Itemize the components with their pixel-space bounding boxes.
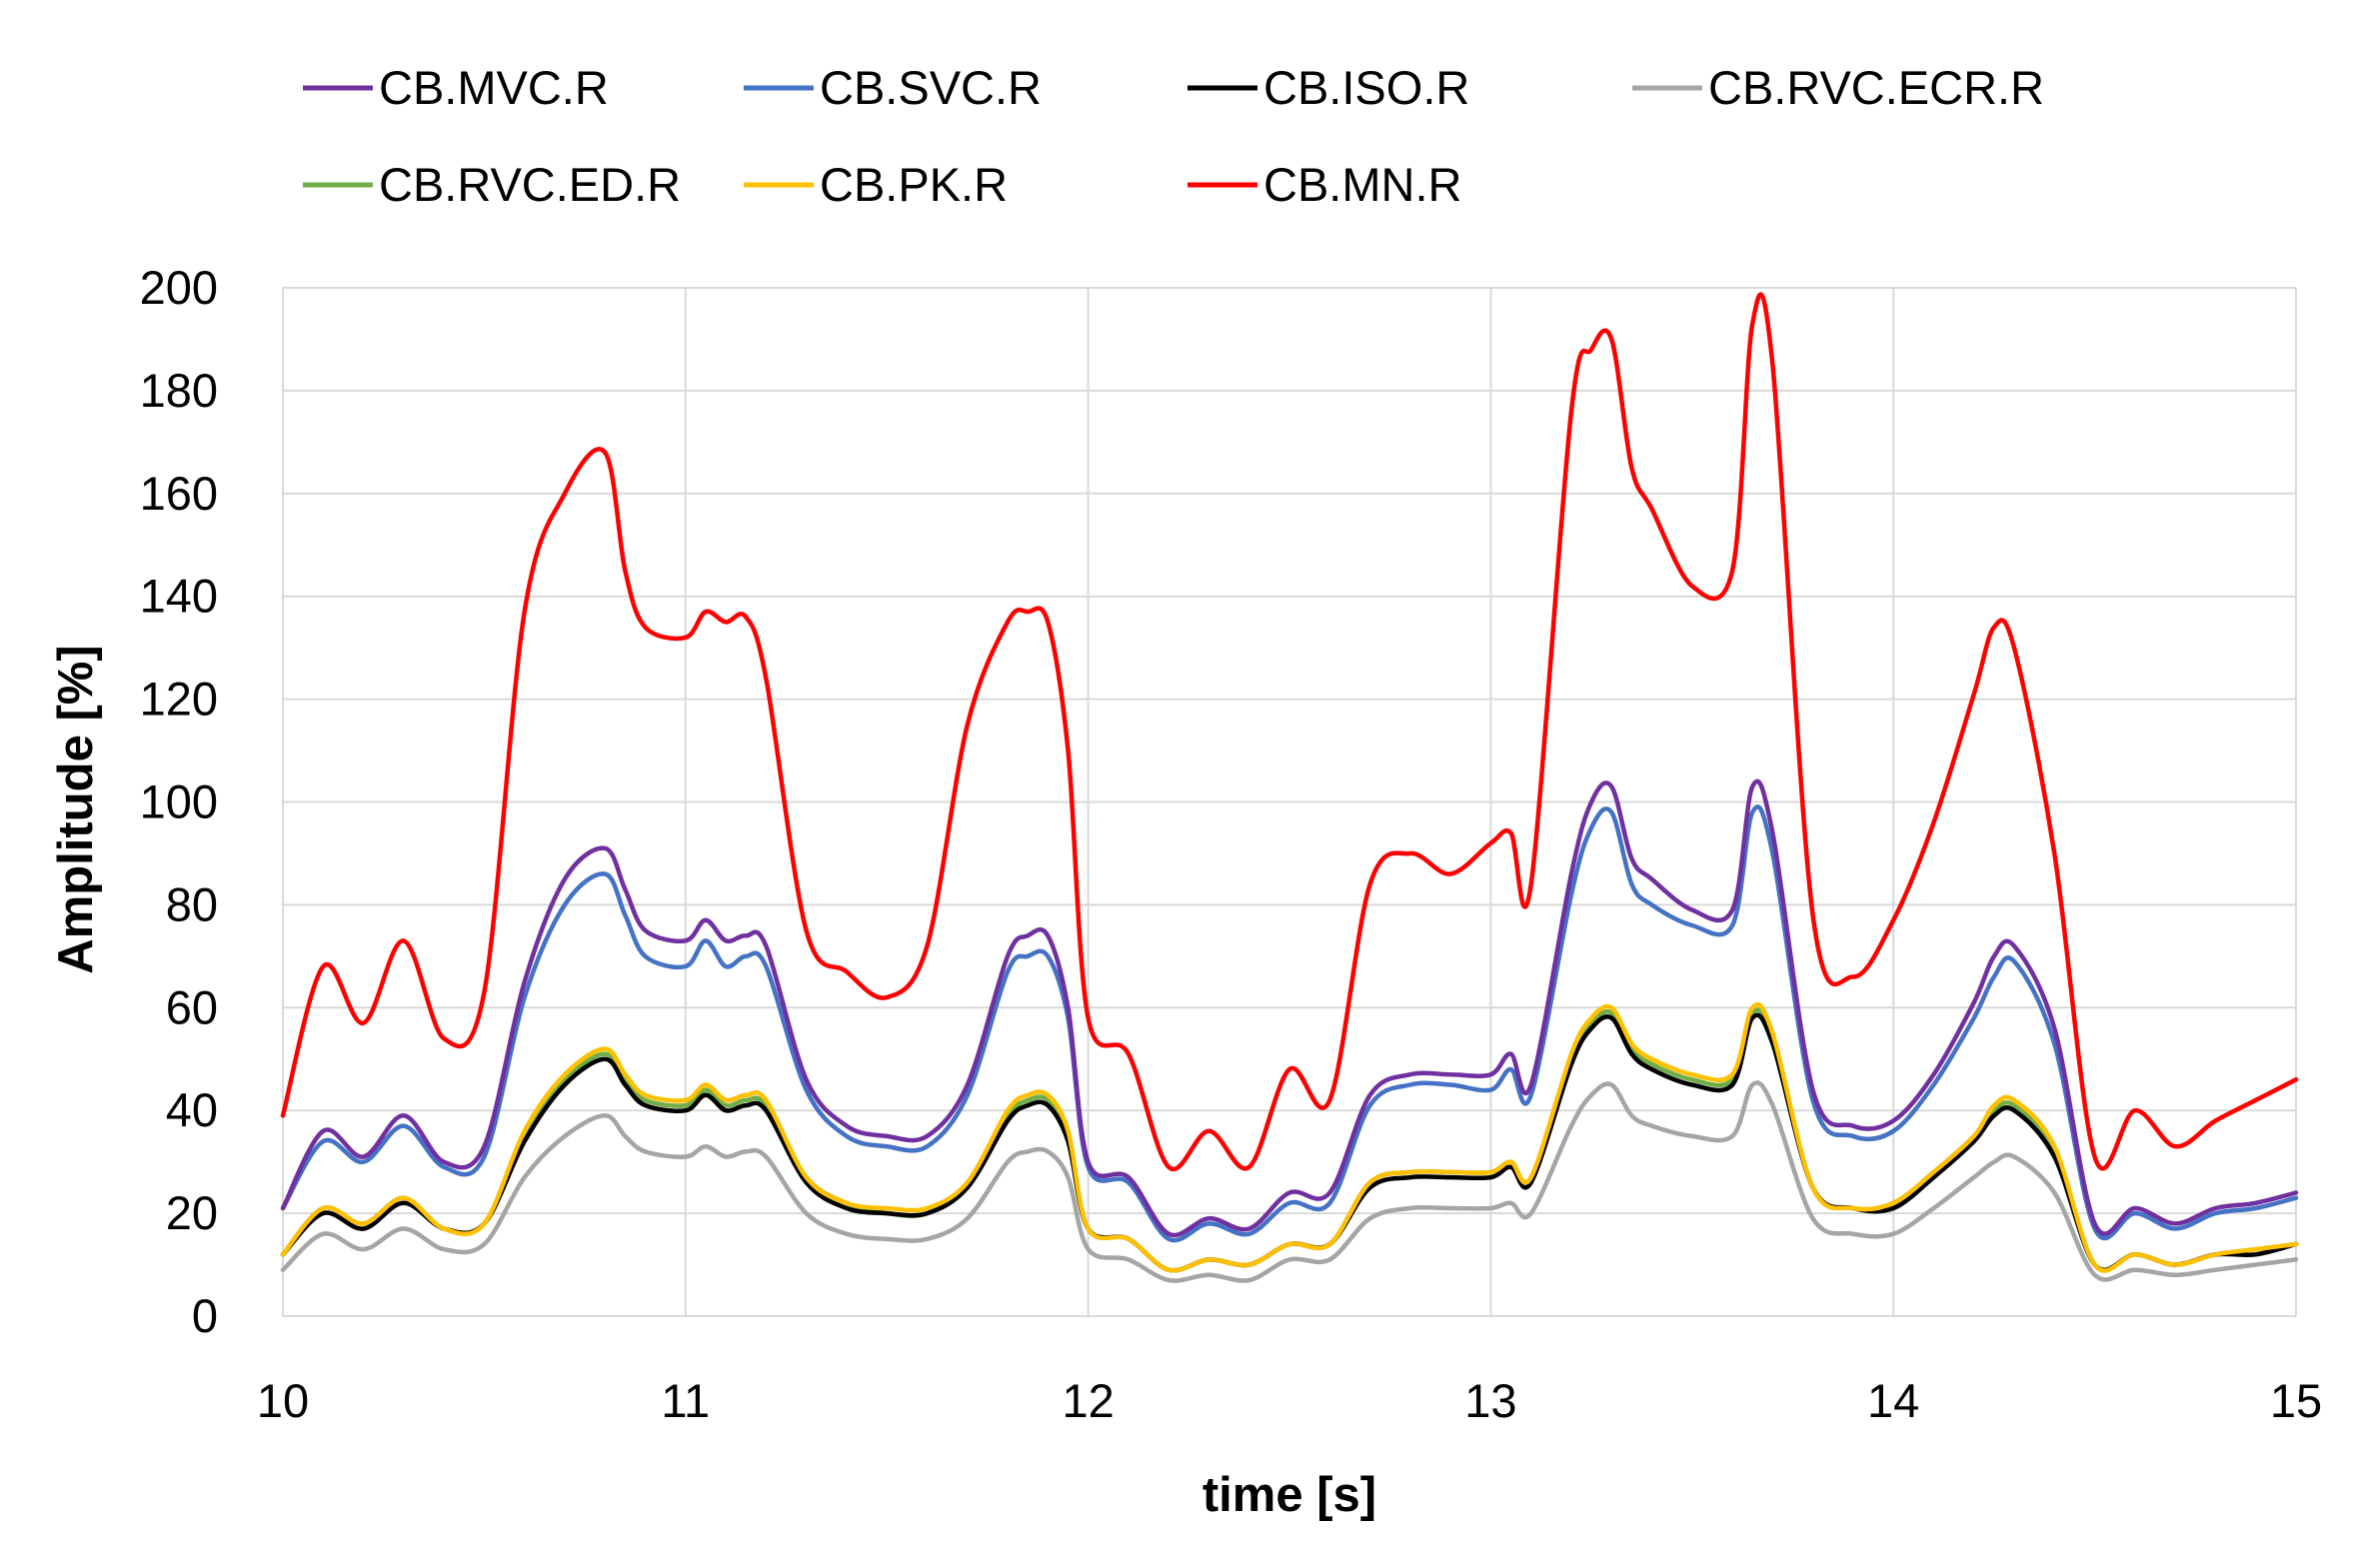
legend-label: CB.RVC.ECR.R xyxy=(1708,61,2044,114)
x-tick-label: 13 xyxy=(1464,1374,1516,1427)
legend-label: CB.RVC.ED.R xyxy=(379,158,681,211)
legend-item-cb-mn-r: CB.MN.R xyxy=(1187,158,1461,211)
y-tick-label: 180 xyxy=(140,364,218,417)
gridlines xyxy=(282,287,2297,1317)
y-axis-title: Amplitude [%] xyxy=(49,645,103,973)
series-line-cb-rvc-ed-r xyxy=(280,1007,2299,1273)
series-line-cb-rvc-ecr-r xyxy=(280,1080,2299,1283)
x-tick-label: 10 xyxy=(257,1374,309,1427)
legend-label: CB.MN.R xyxy=(1263,158,1461,211)
legend-item-cb-rvc-ed-r: CB.RVC.ED.R xyxy=(303,158,681,211)
legend: CB.MVC.R CB.SVC.R CB.ISO.R CB.RVC.ECR.R CB.R… xyxy=(303,61,2044,211)
x-tick-label: 11 xyxy=(661,1374,710,1427)
legend-label: CB.ISO.R xyxy=(1263,61,1469,114)
y-tick-labels: 0 20 40 60 80 100 120 140 160 180 200 xyxy=(140,261,218,1342)
y-tick-label: 120 xyxy=(140,673,218,726)
y-tick-label: 200 xyxy=(140,261,218,314)
y-tick-label: 40 xyxy=(166,1083,218,1136)
series-line-cb-iso-r xyxy=(280,1012,2299,1273)
series-lines xyxy=(280,292,2299,1283)
series-line-cb-pk-r xyxy=(280,1001,2299,1273)
series-line-cb-mvc-r xyxy=(280,779,2299,1238)
series-line-cb-mn-r xyxy=(280,292,2299,1172)
series-line-cb-svc-r xyxy=(280,804,2299,1243)
x-tick-label: 14 xyxy=(1867,1374,1919,1427)
legend-item-cb-iso-r: CB.ISO.R xyxy=(1187,61,1469,114)
legend-item-cb-pk-r: CB.PK.R xyxy=(744,158,1008,211)
legend-item-cb-mvc-r: CB.MVC.R xyxy=(303,61,609,114)
y-tick-label: 140 xyxy=(140,570,218,623)
legend-label: CB.PK.R xyxy=(820,158,1008,211)
legend-item-cb-rvc-ecr-r: CB.RVC.ECR.R xyxy=(1632,61,2044,114)
y-tick-label: 160 xyxy=(140,467,218,520)
y-tick-label: 80 xyxy=(166,877,218,930)
legend-label: CB.MVC.R xyxy=(379,61,609,114)
y-tick-label: 0 xyxy=(192,1289,218,1342)
legend-label: CB.SVC.R xyxy=(820,61,1042,114)
x-tick-label: 12 xyxy=(1062,1374,1114,1427)
x-tick-label: 15 xyxy=(2270,1374,2322,1427)
x-axis-title: time [s] xyxy=(1202,1468,1376,1522)
y-tick-label: 60 xyxy=(166,980,218,1033)
x-tick-labels: 10 11 12 13 14 15 xyxy=(257,1374,2322,1427)
legend-item-cb-svc-r: CB.SVC.R xyxy=(744,61,1042,114)
y-tick-label: 100 xyxy=(140,776,218,828)
y-tick-label: 20 xyxy=(166,1186,218,1239)
